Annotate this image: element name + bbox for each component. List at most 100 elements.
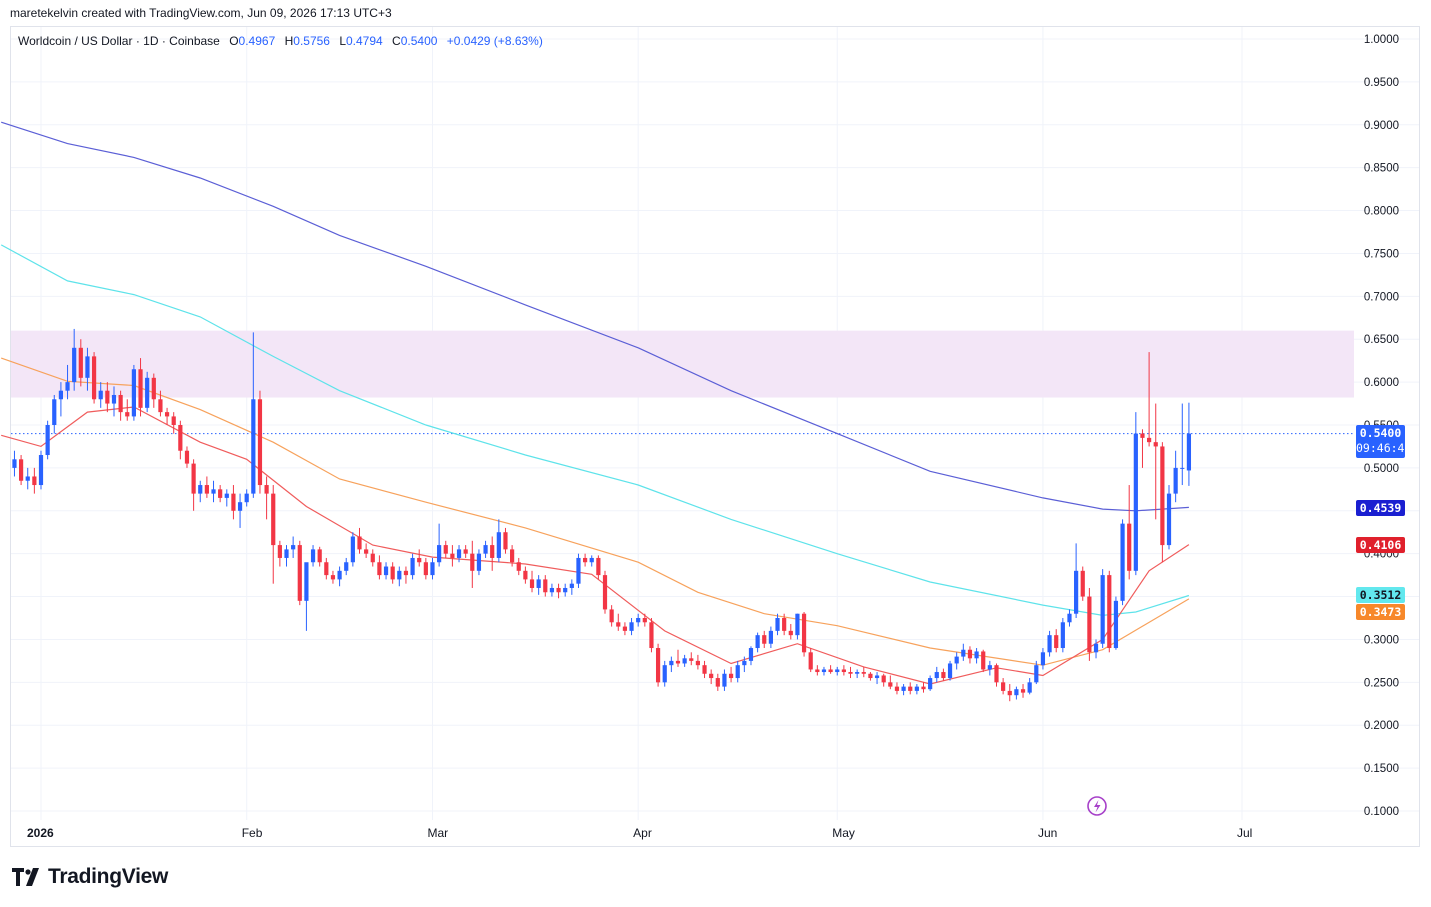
candle <box>437 523 442 567</box>
candle <box>98 382 103 408</box>
candle <box>204 476 209 498</box>
candle <box>689 652 694 666</box>
candle <box>244 489 249 507</box>
candle-body <box>330 575 336 580</box>
candle-body <box>377 562 382 576</box>
candle-body <box>914 686 919 691</box>
candle <box>669 656 674 673</box>
candle <box>456 545 462 563</box>
candle-body <box>297 545 302 601</box>
candle-body <box>231 493 236 511</box>
candle-body <box>437 545 442 563</box>
candle <box>131 364 136 421</box>
candle <box>841 665 846 676</box>
candle <box>861 666 866 678</box>
candle-body <box>12 459 17 468</box>
candle <box>974 648 979 664</box>
candle <box>589 555 594 567</box>
grid-lines <box>11 27 1419 820</box>
candle <box>1186 402 1192 486</box>
candle <box>383 562 389 580</box>
candle <box>1027 678 1032 695</box>
candle-body <box>1140 433 1145 438</box>
candle-body <box>350 536 355 563</box>
candle-body <box>52 399 57 425</box>
candle <box>961 643 966 661</box>
candle-body <box>582 557 588 563</box>
candle <box>901 684 906 696</box>
candle-body <box>443 545 448 554</box>
candle <box>403 566 409 584</box>
x-tick-label: May <box>832 826 855 840</box>
candle-body <box>191 463 196 494</box>
candle <box>801 611 807 657</box>
candle <box>762 630 767 649</box>
candle-body <box>523 570 528 580</box>
chart-credit: maretekelvin created with TradingView.co… <box>10 6 392 20</box>
candle <box>417 549 422 567</box>
candle-body <box>662 665 667 683</box>
candle-body <box>874 675 880 679</box>
candle-body <box>470 553 475 571</box>
candle-body <box>881 675 886 683</box>
candle-body <box>1100 575 1105 644</box>
candle <box>855 669 860 679</box>
candle <box>808 648 813 673</box>
candle-body <box>483 545 488 554</box>
symbol-title: Worldcoin / US Dollar · 1D · Coinbase <box>18 34 220 48</box>
candle-body <box>25 476 30 481</box>
candle-body <box>695 660 701 666</box>
candle <box>297 540 302 606</box>
candle <box>695 654 701 670</box>
candle-body <box>649 622 654 649</box>
candle-body <box>271 493 276 546</box>
candle-body <box>397 570 402 580</box>
moving-average-3 <box>1 406 1190 685</box>
candle-body <box>1186 433 1192 471</box>
candle <box>271 485 276 584</box>
candle <box>928 675 933 691</box>
low-value: 0.4794 <box>346 34 383 48</box>
candle <box>596 555 601 580</box>
candle-body <box>72 347 77 383</box>
high-label: H <box>284 34 294 48</box>
candle-body <box>795 613 800 636</box>
tradingview-logo[interactable]: TradingView <box>12 865 168 889</box>
candle <box>251 332 256 498</box>
candle-body <box>961 649 966 657</box>
candle-body <box>1080 570 1085 597</box>
candle <box>675 649 681 667</box>
candle-body <box>682 658 687 664</box>
candle-body <box>543 579 548 593</box>
candle <box>72 328 77 391</box>
candle <box>682 654 687 667</box>
candle-body <box>1014 689 1019 696</box>
candle-body <box>91 356 97 400</box>
change-value: +0.0429 (+8.63%) <box>446 34 543 48</box>
candle-body <box>616 622 621 627</box>
candle <box>490 536 495 571</box>
candle-body <box>145 377 150 408</box>
candle <box>350 532 355 567</box>
candle <box>742 656 747 673</box>
candle-body <box>821 669 827 673</box>
candle <box>582 553 588 567</box>
candle-body <box>941 672 946 679</box>
candle <box>821 666 827 676</box>
candle-body <box>364 549 369 554</box>
candle-body <box>324 562 329 576</box>
candle-body <box>894 686 900 691</box>
high-value: 0.5756 <box>293 34 330 48</box>
candle <box>12 450 17 477</box>
candle-body <box>198 485 203 494</box>
candle <box>231 485 236 520</box>
candle <box>516 557 521 576</box>
candle-body <box>357 536 362 550</box>
candle-body <box>928 678 933 690</box>
candle-body <box>689 658 694 661</box>
candle <box>483 540 488 558</box>
y-tick-label: 0.5000 <box>1364 463 1399 475</box>
y-tick-label: 0.6500 <box>1364 334 1399 346</box>
candle <box>1080 566 1085 601</box>
